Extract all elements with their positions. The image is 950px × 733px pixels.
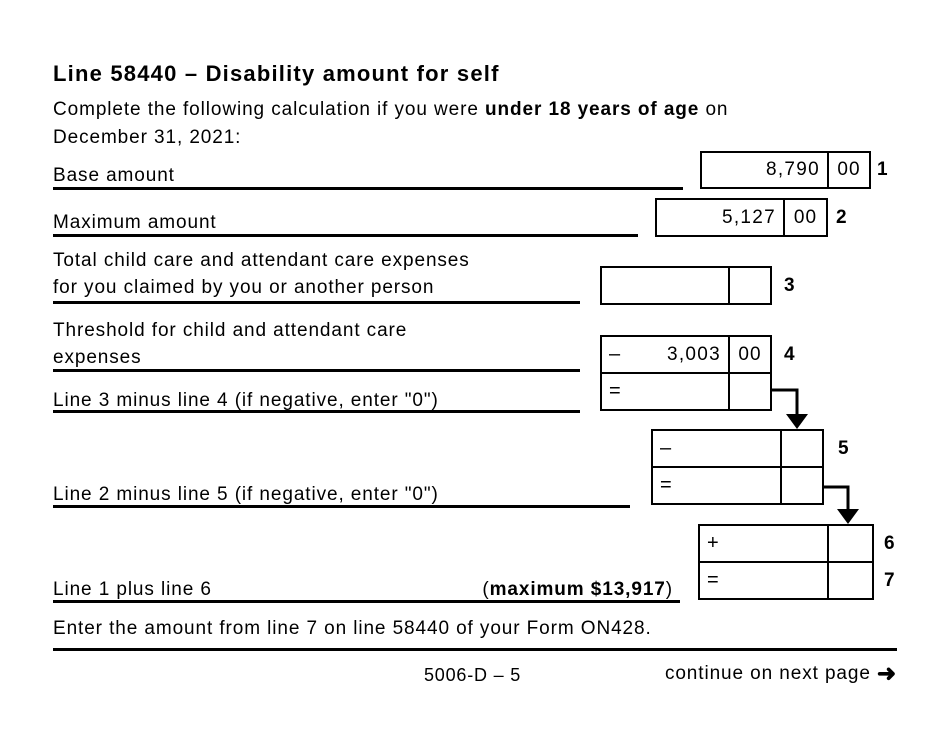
flow-arrow-line5-to-line6 (824, 485, 859, 524)
result-field-7[interactable]: = (700, 563, 827, 598)
underline-base-amount (53, 187, 683, 190)
cents-field-6[interactable] (827, 526, 872, 561)
label-line3-minus-line4: Line 3 minus line 4 (if negative, enter … (53, 390, 439, 411)
intro-line2: December 31, 2021: (53, 127, 242, 148)
underline-line1-plus-line6 (53, 600, 680, 603)
intro-post: on (699, 99, 729, 120)
line-number-5: 5 (838, 438, 850, 459)
label-threshold: Threshold for child and attendant care e… (53, 317, 407, 371)
cents-field-5[interactable] (780, 431, 822, 466)
continue-text: continue on next page (664, 662, 871, 684)
cents-field-4: 00 (728, 337, 770, 372)
label-threshold-line2: expenses (53, 347, 142, 368)
intro-bold: under 18 years of age (485, 99, 700, 120)
result-field-2minus5[interactable]: = (653, 468, 780, 503)
minus-operator-5: – (660, 437, 672, 459)
amount-box-6: + (698, 524, 874, 563)
maximum-note: (maximum $13,917) (482, 576, 673, 603)
line-number-6: 6 (884, 533, 896, 554)
note-enter-amount: Enter the amount from line 7 on line 584… (53, 618, 652, 639)
result-box-7: = (698, 561, 874, 600)
underline-line2-minus-line5 (53, 505, 630, 508)
label-line2-minus-line5: Line 2 minus line 5 (if negative, enter … (53, 484, 439, 505)
minus-operator-4: – (609, 343, 621, 365)
result-cents-2minus5[interactable] (780, 468, 822, 503)
amount-value-4: 3,003 (666, 343, 721, 365)
amount-box-1: 8,790 00 (700, 151, 871, 189)
arrow-right-icon: ➜ (876, 660, 897, 686)
underline-threshold (53, 369, 580, 372)
intro-text: Complete the following calculation if yo… (53, 96, 728, 152)
form-code: 5006-D – 5 (424, 665, 522, 685)
result-box-2minus5: = (651, 466, 824, 505)
result-field-3minus4[interactable]: = (602, 374, 728, 409)
cents-field-1: 00 (827, 153, 869, 187)
underline-maximum-amount (53, 234, 638, 237)
equals-operator-7: = (707, 569, 719, 591)
continue-note: continue on next page ➜ (665, 662, 897, 685)
label-maximum-amount: Maximum amount (53, 212, 217, 233)
label-threshold-line1: Threshold for child and attendant care (53, 320, 408, 341)
maximum-open-paren: ( (482, 579, 490, 600)
underline-line3-minus-line4 (53, 410, 580, 413)
maximum-close-paren: ) (665, 579, 673, 600)
amount-box-3 (600, 266, 772, 305)
line-number-4: 4 (784, 344, 796, 365)
line-number-7: 7 (884, 570, 896, 591)
page-title: Line 58440 – Disability amount for self (53, 61, 500, 86)
equals-operator-3minus4: = (609, 380, 621, 402)
result-cents-7[interactable] (827, 563, 872, 598)
maximum-amount-text: maximum $13,917 (489, 579, 666, 600)
underline-child-care (53, 301, 580, 304)
line-number-3: 3 (784, 275, 796, 296)
label-child-care-line2: for you claimed by you or another person (53, 277, 435, 298)
amount-field-5[interactable]: – (653, 431, 780, 466)
result-cents-3minus4[interactable] (728, 374, 770, 409)
amount-value-1: 8,790 (765, 159, 820, 180)
footer-divider (53, 648, 897, 651)
amount-value-2: 5,127 (721, 206, 776, 228)
amount-field-6[interactable]: + (700, 526, 827, 561)
amount-box-5: – (651, 429, 824, 468)
amount-field-3[interactable] (602, 268, 728, 303)
label-base-amount: Base amount (53, 165, 175, 186)
line-number-1: 1 (877, 159, 889, 180)
amount-field-2: 5,127 (657, 200, 783, 235)
cents-field-3[interactable] (728, 268, 770, 303)
label-child-care: Total child care and attendant care expe… (53, 247, 470, 301)
label-line1-plus-line6: Line 1 plus line 6 (53, 579, 212, 600)
amount-field-4: – 3,003 (602, 337, 728, 372)
amount-box-4: – 3,003 00 (600, 335, 772, 374)
amount-field-1: 8,790 (702, 153, 827, 187)
amount-box-2: 5,127 00 (655, 198, 828, 237)
equals-operator-2minus5: = (660, 474, 672, 496)
plus-operator-6: + (707, 532, 719, 554)
label-child-care-line1: Total child care and attendant care expe… (53, 250, 470, 271)
intro-pre: Complete the following calculation if yo… (53, 99, 486, 120)
cents-field-2: 00 (783, 200, 826, 235)
flow-arrow-line3-to-line5 (772, 388, 808, 429)
line-number-2: 2 (836, 207, 848, 228)
result-box-3minus4: = (600, 372, 772, 411)
